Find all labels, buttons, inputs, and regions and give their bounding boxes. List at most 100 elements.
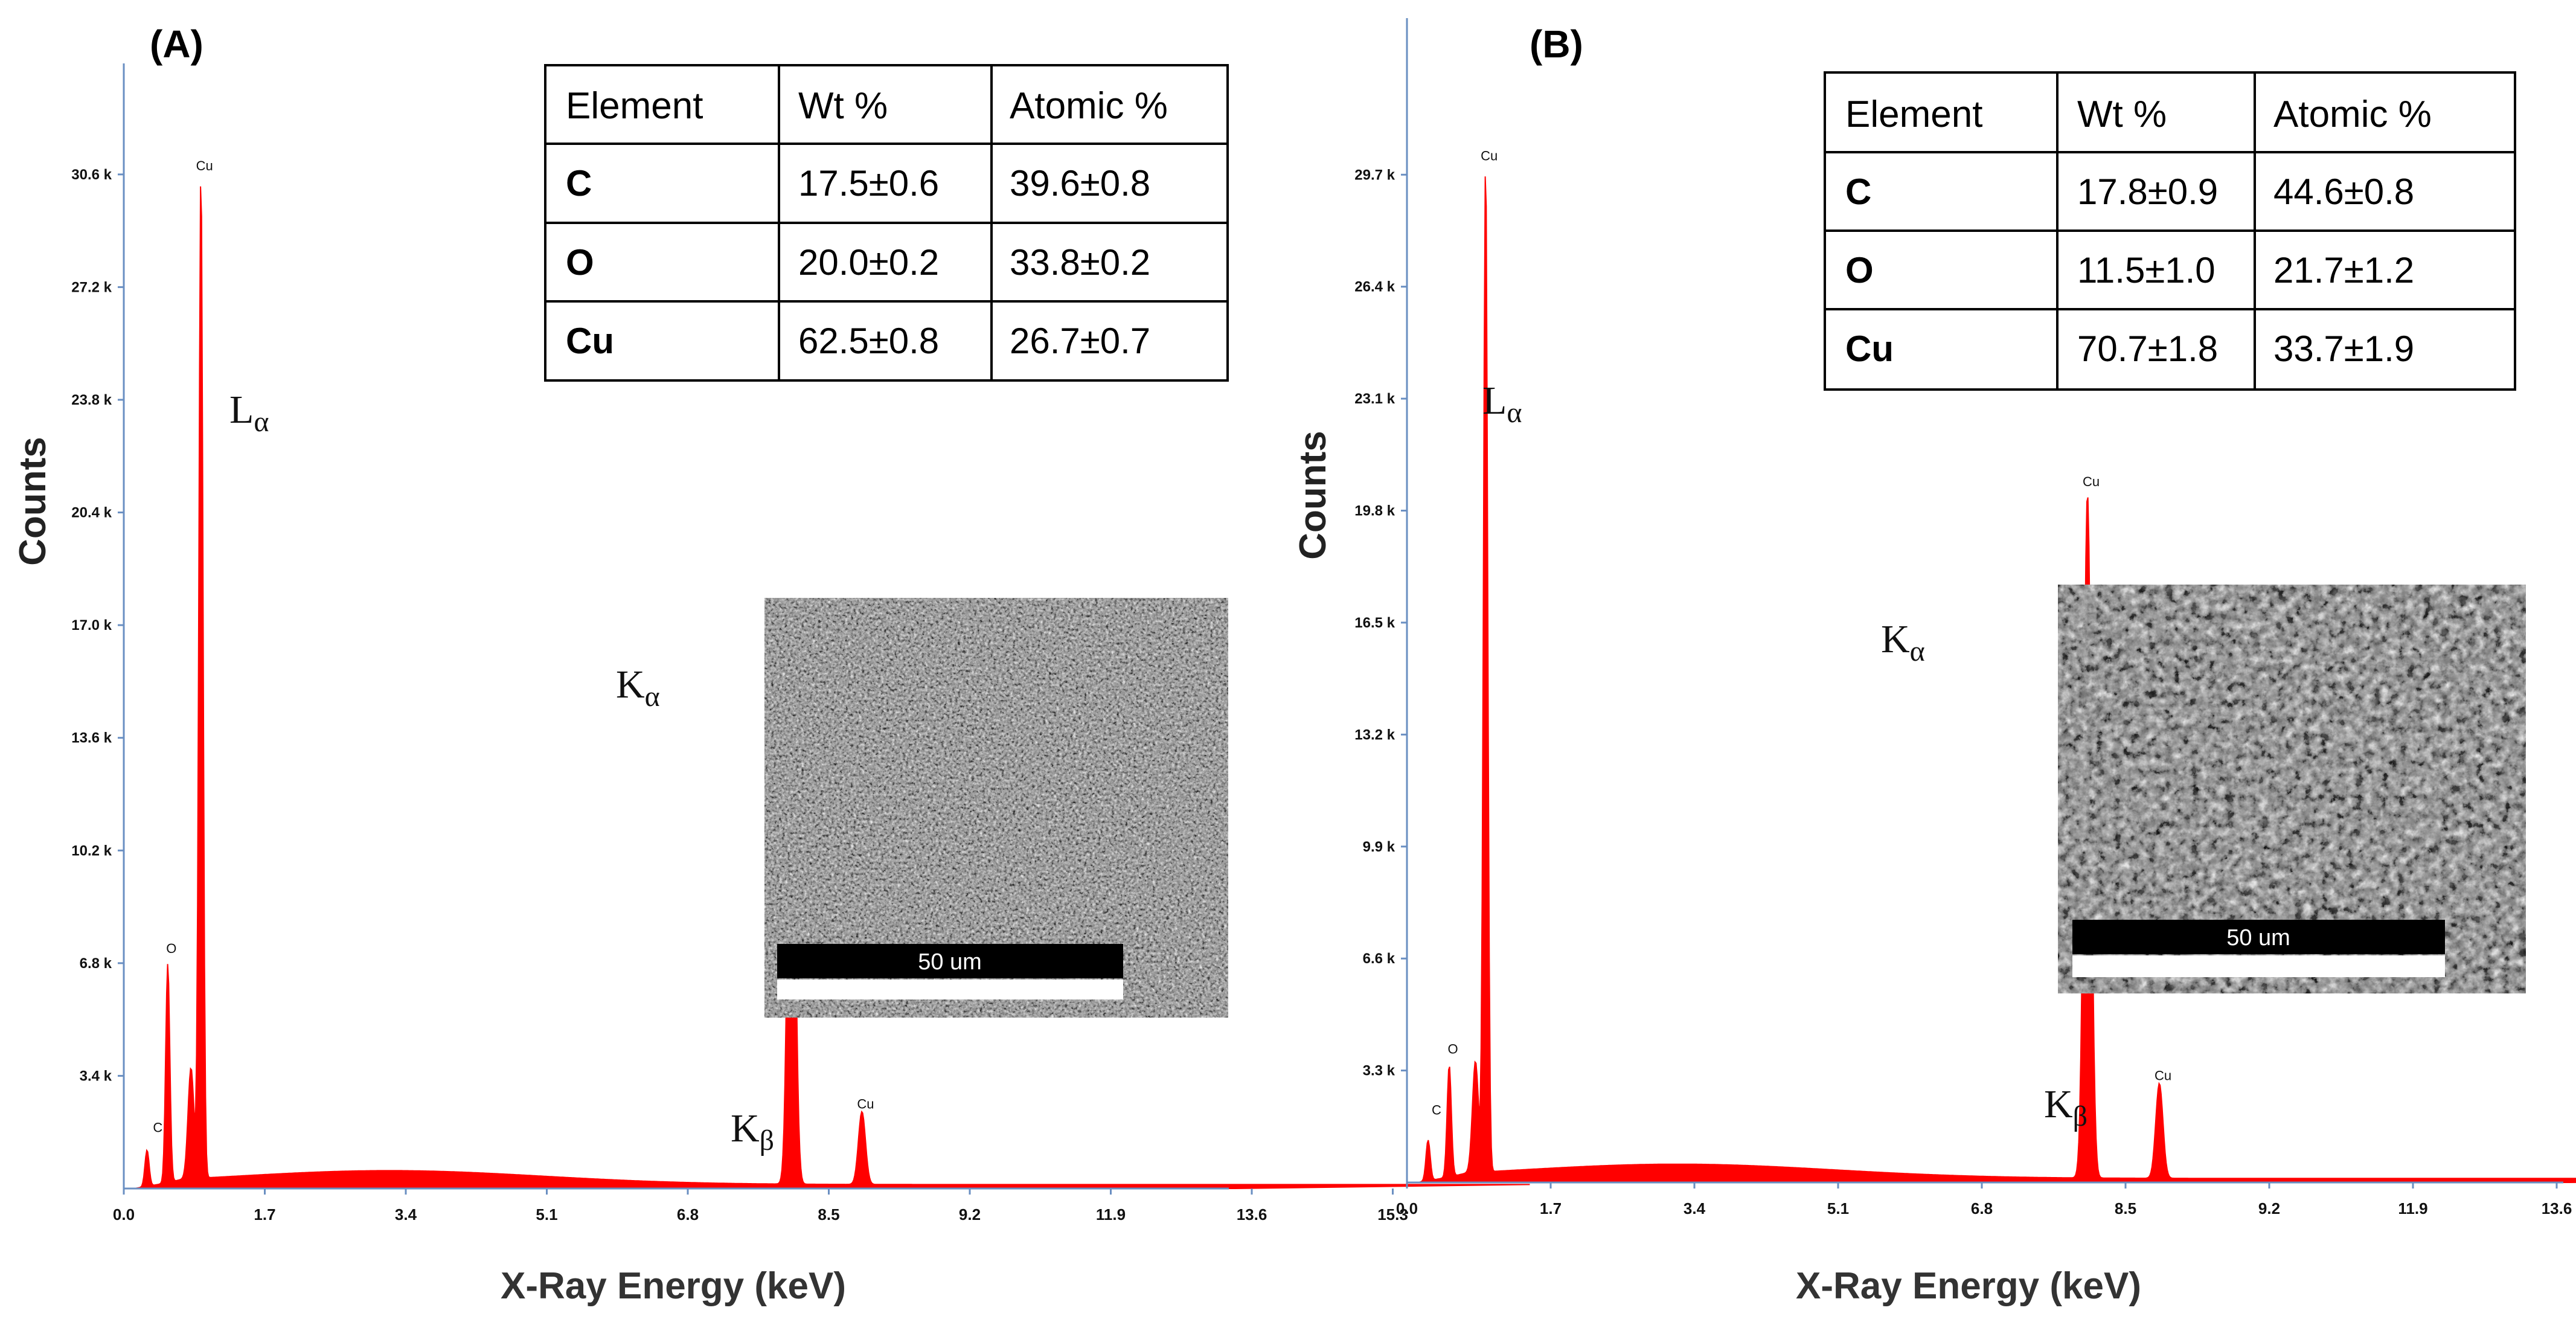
table-cell: 21.7±1.2 xyxy=(2273,250,2414,290)
x-tick-label: 13.6 xyxy=(2542,1199,2572,1218)
composition-table: Element Wt % Atomic % C 17.8±0.9 44.6±0.… xyxy=(1824,71,2516,391)
y-tick-label: 13.2 k xyxy=(1354,727,1395,743)
x-tick-label: 9.2 xyxy=(2258,1199,2280,1218)
scale-bar-label: 50 um xyxy=(2226,925,2290,951)
xray-line-label: Kα xyxy=(616,662,660,713)
composition-table: Element Wt % Atomic % C 17.5±0.6 39.6±0.… xyxy=(544,64,1229,382)
peak-element-label: Cu xyxy=(857,1096,874,1111)
y-tick-label: 6.6 k xyxy=(1363,951,1395,967)
panel-b: (B) Counts X-Ray Energy (keV) 3.3 k 6.6 k… xyxy=(1292,18,2576,1307)
y-tick-label: 3.3 k xyxy=(1363,1063,1395,1079)
svg-text:Counts: Counts xyxy=(1292,431,1334,560)
table-cell: 33.7±1.9 xyxy=(2273,329,2414,369)
peak-element-label: C xyxy=(153,1120,162,1135)
table-cell: 17.5±0.6 xyxy=(798,163,939,204)
svg-text:Counts: Counts xyxy=(12,437,54,566)
x-tick-label: 6.8 xyxy=(1971,1199,1993,1218)
table-cell: 26.7±0.7 xyxy=(1010,321,1150,361)
scale-bar-label-box xyxy=(2072,920,2445,954)
table-cell: 33.8±0.2 xyxy=(1010,242,1150,283)
y-tick-label: 6.8 k xyxy=(80,955,112,972)
x-axis-title: X-Ray Energy (keV) xyxy=(501,1265,846,1307)
scale-bar xyxy=(777,980,1123,999)
y-tick-label: 9.9 k xyxy=(1363,839,1395,855)
x-tick-label: 13.6 xyxy=(1237,1205,1267,1224)
x-axis-title: X-Ray Energy (keV) xyxy=(1796,1265,2141,1307)
x-tick-label: 15.3 xyxy=(1377,1205,1408,1224)
peak-element-label: Cu xyxy=(1481,149,1498,164)
x-tick-label: 0.0 xyxy=(113,1205,135,1224)
panel-label: (B) xyxy=(1530,22,1583,66)
table-cell: O xyxy=(1845,250,1874,290)
peak-element-label: Cu xyxy=(196,158,213,173)
table-header: Atomic % xyxy=(2273,94,2432,135)
table-cell: 62.5±0.8 xyxy=(798,321,939,361)
xray-line-label: Kα xyxy=(1881,617,1925,667)
table-cell: 17.8±0.9 xyxy=(2077,172,2218,212)
x-tick-label: 3.4 xyxy=(395,1205,417,1224)
y-axis-title: Counts xyxy=(12,437,54,566)
scale-bar-label: 50 um xyxy=(918,949,982,975)
spectrum-area xyxy=(133,186,1530,1189)
peak-element-label: Cu xyxy=(2083,474,2100,489)
plot-area: 3.4 k 6.8 k 10.2 k 13.6 k 17.0 k 20.4 k 23.8 k… xyxy=(71,63,1530,1224)
sem-inset: 50 um xyxy=(764,598,1228,1018)
table-header: Wt % xyxy=(2077,94,2167,135)
table-cell: Cu xyxy=(566,321,614,361)
x-tick-label: 5.1 xyxy=(536,1205,557,1224)
table-cell: Cu xyxy=(1845,329,1894,369)
table-header: Atomic % xyxy=(1010,85,1168,127)
y-axis-title: Counts xyxy=(1292,431,1334,560)
table-cell: 20.0±0.2 xyxy=(798,242,939,283)
xray-line-label: Lα xyxy=(229,388,269,438)
y-tick-label: 13.6 k xyxy=(71,730,112,746)
y-tick-label: 26.4 k xyxy=(1354,279,1395,295)
x-tick-label: 9.2 xyxy=(959,1205,981,1224)
xray-line-label: Kβ xyxy=(2044,1082,2087,1132)
peak-element-label: C xyxy=(1432,1103,1441,1118)
x-tick-label: 1.7 xyxy=(1540,1199,1562,1218)
sem-inset: 50 um xyxy=(2058,585,2526,993)
panel-a: (A) Counts X-Ray Energy (keV) 3.4 k 6.8 k… xyxy=(12,22,1530,1307)
table-cell: 39.6±0.8 xyxy=(1010,163,1150,204)
table-header: Wt % xyxy=(798,85,888,127)
y-tick-label: 20.4 k xyxy=(71,505,112,521)
table-header: Element xyxy=(1845,94,1982,135)
x-tick-label: 5.1 xyxy=(1827,1199,1849,1218)
y-tick-label: 23.8 k xyxy=(71,392,112,408)
y-tick-label: 23.1 k xyxy=(1354,391,1395,407)
y-tick-label: 19.8 k xyxy=(1354,503,1395,519)
table-cell: 70.7±1.8 xyxy=(2077,329,2218,369)
table-cell: 44.6±0.8 xyxy=(2273,172,2414,212)
xray-line-label: Lα xyxy=(1482,379,1522,429)
y-tick-label: 30.6 k xyxy=(71,167,112,183)
y-tick-label: 17.0 k xyxy=(71,617,112,634)
spectrum-area xyxy=(1417,176,2576,1183)
y-tick-label: 16.5 k xyxy=(1354,615,1395,631)
peak-element-label: Cu xyxy=(2155,1068,2171,1083)
x-tick-label: 11.9 xyxy=(2398,1199,2427,1218)
x-tick-label: 6.8 xyxy=(677,1205,699,1224)
x-tick-label: 0.0 xyxy=(1396,1199,1418,1218)
table-cell: C xyxy=(566,163,592,204)
table-header: Element xyxy=(566,85,703,127)
x-tick-label: 11.9 xyxy=(1096,1205,1126,1224)
peak-element-label: O xyxy=(166,941,176,956)
table-cell: O xyxy=(566,242,594,283)
y-tick-label: 3.4 k xyxy=(80,1068,112,1084)
scale-bar-label-box xyxy=(777,944,1123,978)
x-tick-label: 1.7 xyxy=(254,1205,275,1224)
y-tick-label: 10.2 k xyxy=(71,842,112,859)
plot-area: 3.3 k 6.6 k 9.9 k 13.2 k 16.5 k 19.8 k 23.1 k 2… xyxy=(1354,18,2576,1218)
table-cell: 11.5±1.0 xyxy=(2077,250,2216,290)
x-tick-label: 8.5 xyxy=(2115,1199,2136,1218)
xray-line-label: Kβ xyxy=(731,1106,774,1157)
x-tick-label: 3.4 xyxy=(1684,1199,1706,1218)
panel-label: (A) xyxy=(150,22,203,66)
scale-bar xyxy=(2072,955,2445,977)
table-cell: C xyxy=(1845,172,1871,212)
y-tick-label: 27.2 k xyxy=(71,279,112,295)
peak-element-label: O xyxy=(1447,1042,1458,1057)
x-tick-label: 8.5 xyxy=(818,1205,839,1224)
